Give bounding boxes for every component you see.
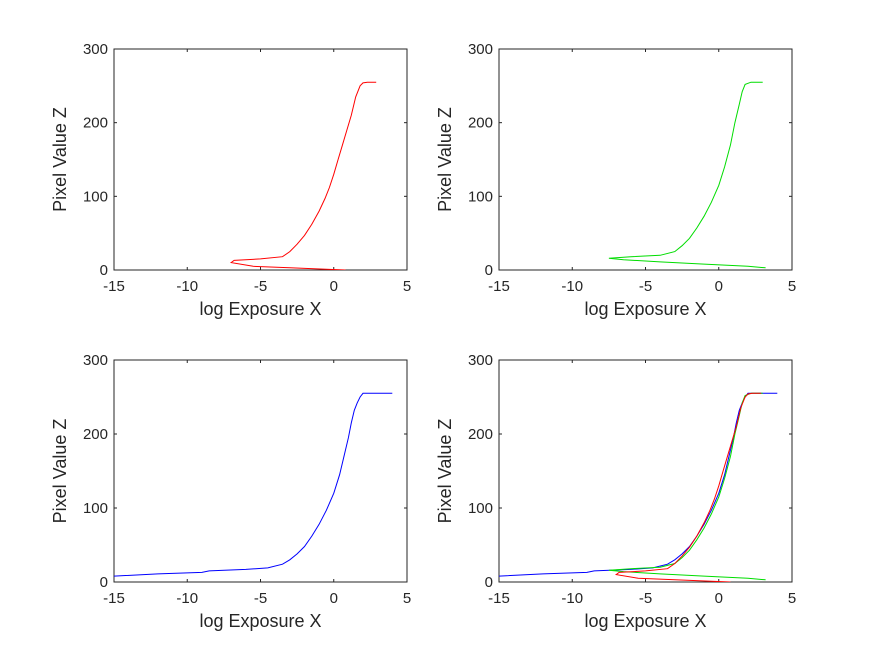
- x-tick-label: -15: [103, 590, 125, 607]
- x-tick-label: 5: [788, 278, 796, 295]
- x-tick-label: -10: [561, 590, 583, 607]
- y-tick-label: 100: [83, 188, 108, 205]
- x-axis-label: log Exposure X: [199, 611, 321, 631]
- x-tick-label: 5: [403, 590, 411, 607]
- y-tick-label: 200: [468, 426, 493, 443]
- x-tick-label: 0: [715, 590, 723, 607]
- y-tick-label: 300: [468, 41, 493, 58]
- y-axis-label: Pixel Value Z: [50, 419, 70, 524]
- x-axis-label: log Exposure X: [199, 299, 321, 319]
- y-tick-label: 200: [83, 426, 108, 443]
- x-tick-label: -5: [254, 278, 267, 295]
- series-line-1: [614, 392, 762, 582]
- y-tick-label: 100: [468, 500, 493, 517]
- series-line-3: [114, 392, 393, 577]
- y-axis-label: Pixel Value Z: [435, 419, 455, 524]
- y-tick-label: 0: [100, 574, 108, 591]
- y-tick-label: 300: [83, 41, 108, 58]
- y-tick-label: 100: [468, 188, 493, 205]
- x-tick-label: 0: [330, 590, 338, 607]
- y-tick-label: 300: [468, 352, 493, 369]
- x-tick-label: -15: [488, 590, 510, 607]
- x-tick-label: -5: [254, 590, 267, 607]
- x-tick-label: 5: [788, 590, 796, 607]
- axes-box: [113, 48, 408, 271]
- x-axis-label: log Exposure X: [584, 299, 706, 319]
- y-tick-label: 300: [83, 352, 108, 369]
- axes-box: [498, 359, 793, 583]
- y-tick-label: 0: [485, 262, 493, 279]
- y-axis-label: Pixel Value Z: [435, 107, 455, 212]
- x-tick-label: 5: [403, 278, 411, 295]
- x-axis-label: log Exposure X: [584, 611, 706, 631]
- x-tick-label: 0: [330, 278, 338, 295]
- x-tick-label: -10: [176, 590, 198, 607]
- axes-box: [498, 48, 793, 271]
- x-tick-label: -10: [176, 278, 198, 295]
- y-tick-label: 0: [485, 574, 493, 591]
- x-tick-label: -5: [639, 278, 652, 295]
- series-line-2: [608, 81, 766, 269]
- axes-box: [113, 359, 408, 583]
- y-axis-label: Pixel Value Z: [50, 107, 70, 212]
- x-tick-label: -10: [561, 278, 583, 295]
- y-tick-label: 200: [468, 115, 493, 132]
- x-tick-label: 0: [715, 278, 723, 295]
- x-tick-label: -15: [488, 278, 510, 295]
- y-tick-label: 100: [83, 500, 108, 517]
- x-tick-label: -5: [639, 590, 652, 607]
- x-tick-label: -15: [103, 278, 125, 295]
- series-line-1: [229, 81, 377, 270]
- y-tick-label: 0: [100, 262, 108, 279]
- y-tick-label: 200: [83, 115, 108, 132]
